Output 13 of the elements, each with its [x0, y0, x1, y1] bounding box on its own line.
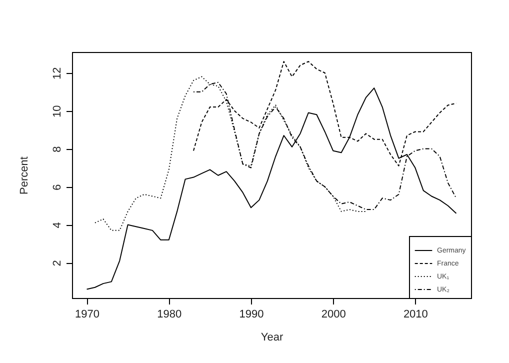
y-tick-label: 12 [52, 67, 64, 80]
x-axis-title: Year [260, 332, 284, 344]
y-tick-label: 2 [52, 260, 64, 266]
y-axis-title: Percent [18, 156, 30, 194]
y-tick-label: 6 [52, 184, 64, 190]
x-tick-label: 2010 [403, 308, 428, 320]
y-tick-label: 4 [52, 222, 64, 228]
x-tick-label: 1980 [157, 308, 182, 320]
y-tick-label: 8 [52, 146, 64, 152]
y-tick-label: 10 [52, 105, 64, 118]
x-tick-label: 2000 [321, 308, 346, 320]
x-tick-label: 1990 [239, 308, 264, 320]
x-tick-label: 1970 [75, 308, 100, 320]
